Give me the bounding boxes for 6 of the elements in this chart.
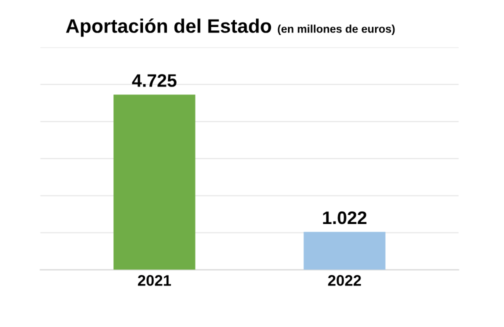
data-label: 1.022 — [323, 211, 366, 224]
chart-subtitle: (en millones de euros) — [278, 24, 395, 36]
x-tick-label: 2022 — [328, 275, 361, 286]
x-tick-label: 2021 — [138, 275, 171, 286]
chart-title: Aportación del Estado — [66, 18, 272, 37]
data-label: 4.725 — [132, 74, 176, 87]
